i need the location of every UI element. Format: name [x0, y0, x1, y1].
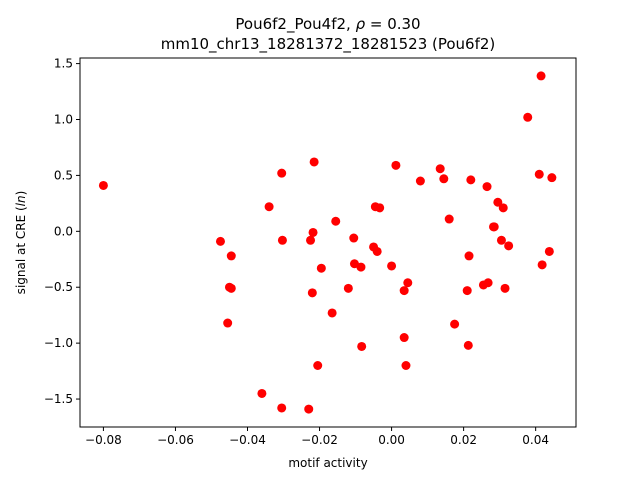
y-tick-label-2: −0.5 — [44, 280, 73, 294]
data-point-41 — [463, 340, 473, 350]
data-point-12 — [306, 235, 316, 245]
data-point-10 — [277, 403, 287, 413]
x-tick-label-3: −0.02 — [301, 433, 338, 447]
data-point-42 — [464, 251, 474, 261]
data-point-40 — [462, 286, 472, 296]
data-point-32 — [399, 333, 409, 343]
x-tick-label-0: −0.08 — [85, 433, 122, 447]
data-point-11 — [304, 404, 314, 414]
data-point-27 — [372, 246, 382, 256]
y-tick-label-4: 0.5 — [54, 168, 73, 182]
x-tick-label-1: −0.06 — [157, 433, 194, 447]
y-axis-label: signal at CRE (ln) — [14, 191, 28, 295]
data-point-21 — [349, 233, 359, 243]
data-point-31 — [399, 286, 409, 296]
y-label-suffix: ) — [14, 191, 28, 196]
title-rho-symbol: ρ — [356, 15, 366, 33]
data-point-6 — [257, 388, 267, 398]
data-point-52 — [500, 283, 510, 293]
x-axis-label: motif activity — [288, 456, 367, 470]
data-point-46 — [483, 278, 493, 288]
data-point-35 — [415, 176, 425, 186]
data-point-5 — [226, 283, 236, 293]
y-label-unit: ln — [14, 195, 28, 206]
y-label-prefix: signal at CRE ( — [14, 206, 28, 294]
data-point-29 — [387, 261, 397, 271]
data-point-39 — [450, 319, 460, 329]
x-tick-label-2: −0.04 — [229, 433, 266, 447]
data-point-49 — [493, 197, 503, 207]
data-point-2 — [223, 318, 233, 328]
data-point-16 — [313, 361, 323, 370]
data-point-48 — [489, 222, 499, 232]
x-axis-ticks: −0.08 −0.06 −0.04 −0.02 0.00 0.02 0.04 — [85, 427, 549, 447]
y-tick-label-3: 0.0 — [54, 224, 73, 238]
data-point-36 — [435, 164, 445, 174]
y-tick-label-6: 1.5 — [54, 57, 73, 71]
title-rho-value: = 0.30 — [365, 15, 421, 33]
data-point-14 — [308, 227, 318, 237]
points-layer — [98, 71, 557, 414]
data-point-34 — [403, 278, 413, 288]
data-point-33 — [401, 361, 411, 370]
chart-subtitle: mm10_chr13_18281372_18281523 (Pou6f2) — [161, 35, 496, 54]
data-point-56 — [536, 71, 546, 81]
x-tick-label-5: 0.02 — [450, 433, 477, 447]
y-tick-label-5: 1.0 — [54, 113, 73, 127]
chart-title: Pou6f2_Pou4f2, ρ = 0.30 — [235, 15, 420, 34]
y-axis-ticks: −1.5 −1.0 −0.5 0.0 0.5 1.0 1.5 — [44, 57, 80, 406]
data-point-55 — [534, 169, 544, 179]
data-point-13 — [307, 288, 317, 298]
data-point-0 — [98, 180, 108, 190]
title-name: Pou6f2_Pou4f2, — [235, 15, 355, 34]
data-point-38 — [444, 214, 454, 224]
data-point-30 — [391, 160, 401, 170]
data-point-54 — [523, 112, 533, 122]
data-point-8 — [277, 168, 287, 178]
data-point-59 — [547, 173, 557, 183]
data-point-37 — [439, 174, 449, 184]
data-point-15 — [309, 157, 319, 167]
data-point-7 — [264, 202, 274, 212]
data-point-19 — [331, 216, 341, 226]
data-point-51 — [498, 203, 508, 213]
data-point-53 — [504, 241, 514, 251]
data-point-4 — [226, 251, 236, 261]
data-point-9 — [277, 235, 287, 245]
data-point-18 — [327, 308, 337, 318]
data-point-28 — [375, 203, 385, 213]
x-tick-label-4: 0.00 — [378, 433, 405, 447]
data-point-45 — [482, 182, 492, 192]
x-tick-label-6: 0.04 — [522, 433, 549, 447]
data-point-43 — [466, 175, 476, 185]
data-point-57 — [537, 260, 547, 270]
data-point-50 — [496, 235, 506, 245]
data-point-24 — [357, 341, 367, 351]
data-point-58 — [544, 246, 554, 256]
data-point-1 — [215, 236, 225, 246]
data-point-23 — [356, 262, 366, 272]
data-point-17 — [316, 263, 326, 273]
y-tick-label-0: −1.5 — [44, 392, 73, 406]
data-point-20 — [343, 283, 353, 293]
plot-frame — [79, 57, 577, 428]
y-tick-label-1: −1.0 — [44, 336, 73, 350]
